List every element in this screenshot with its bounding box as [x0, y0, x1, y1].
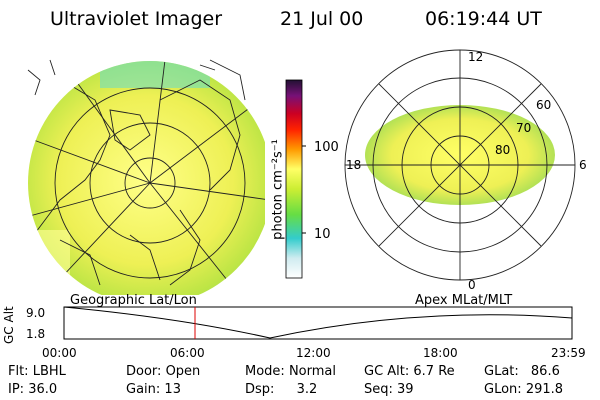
mlt-label-12: 12	[468, 50, 483, 64]
altitude-plot-frame	[63, 306, 573, 340]
x-tick-1800: 18:00	[423, 346, 458, 358]
info-ip-value: 36.0	[28, 382, 58, 397]
info-dsp: Dsp: 3.2	[245, 382, 318, 397]
info-gain-value: 13	[164, 382, 181, 397]
colorbar-tick-100: 100	[314, 140, 339, 155]
altitude-tick-9: 9.0	[26, 306, 45, 320]
info-door-value: Open	[165, 364, 201, 379]
info-ip: IP: 36.0	[8, 382, 58, 397]
mlat-label-60: 60	[536, 98, 551, 112]
info-seq-value: 39	[397, 382, 414, 397]
x-tick-1200: 12:00	[296, 346, 331, 358]
mlt-label-6: 6	[579, 158, 587, 172]
observation-date: 21 Jul 00	[280, 8, 364, 30]
observation-time: 06:19:44 UT	[425, 8, 542, 30]
x-tick-0600: 06:00	[170, 346, 205, 358]
earth-disk	[28, 61, 265, 295]
instrument-title: Ultraviolet Imager	[50, 8, 223, 30]
x-tick-2359: 23:59	[551, 346, 586, 358]
coastline-outlines-outer	[27, 59, 246, 101]
polar-mlat-mlt-plot: 12 18 6 0 60 70 80	[344, 49, 587, 292]
altitude-y-label: GC Alt	[2, 306, 16, 344]
color-scale-bar	[285, 79, 306, 279]
info-glat-value: 86.6	[530, 364, 560, 379]
mlat-label-80: 80	[495, 143, 510, 157]
altitude-tick-1.8: 1.8	[26, 327, 45, 341]
mlt-label-0: 0	[468, 278, 476, 292]
info-gain: Gain: 13	[126, 382, 181, 397]
color-bar-gradient	[285, 79, 303, 279]
info-glat: GLat: 86.6	[484, 364, 560, 379]
info-mode: Mode: Normal	[245, 364, 336, 379]
info-mode-value: Normal	[288, 364, 336, 379]
info-glon-value: 291.8	[525, 382, 564, 397]
info-flt: Flt: LBHL	[8, 364, 66, 379]
info-door: Door: Open	[126, 364, 201, 379]
info-glon: GLon: 291.8	[484, 382, 564, 397]
mlat-label-70: 70	[516, 121, 531, 135]
info-seq: Seq: 39	[364, 382, 414, 397]
colorbar-unit-label: photon cm⁻²s⁻¹	[270, 139, 286, 240]
polar-grid	[344, 49, 576, 281]
geographic-auroral-image	[27, 59, 265, 295]
info-gcalt: GC Alt: 6.7 Re	[364, 364, 455, 379]
polar-panel-label: Apex MLat/MLT	[415, 293, 513, 308]
colorbar-tick-10: 10	[314, 227, 331, 242]
x-tick-0000: 00:00	[42, 346, 77, 358]
geographic-panel-label: Geographic Lat/Lon	[70, 293, 197, 308]
info-gcalt-value: 6.7 Re	[413, 364, 455, 379]
altitude-curve	[63, 306, 573, 339]
coastline-outlines	[28, 79, 241, 286]
info-flt-value: LBHL	[32, 364, 66, 379]
info-dsp-value: 3.2	[296, 382, 318, 397]
altitude-plot: GC Alt 9.0 1.8 00:00 06:00 12:00 18:00 2…	[2, 306, 586, 358]
mlt-label-18: 18	[346, 158, 361, 172]
